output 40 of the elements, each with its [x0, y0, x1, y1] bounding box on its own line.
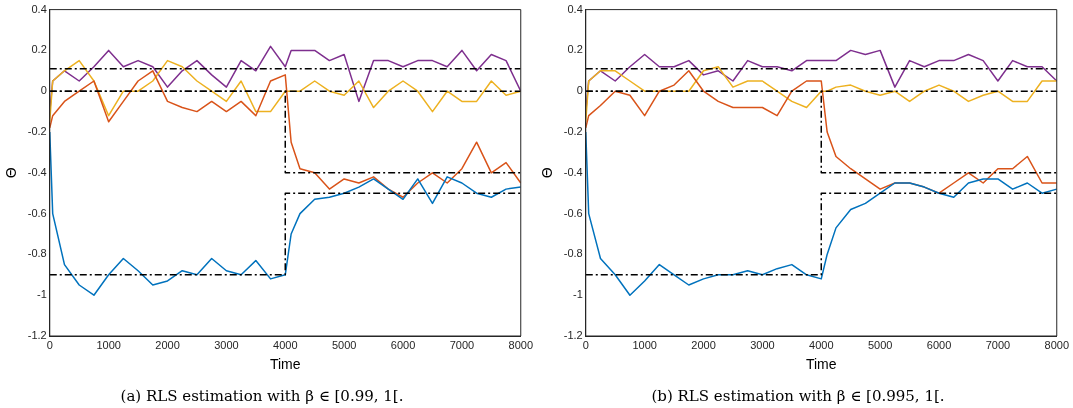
y-tick-label: -0.2	[27, 125, 47, 138]
x-tick-label: 2000	[155, 338, 180, 351]
x-tick-label: 1000	[96, 338, 121, 351]
y-tick-label: -0.4	[27, 165, 47, 178]
y-tick-label: 0	[40, 84, 47, 97]
x-tick-label: 3000	[750, 338, 775, 351]
x-tick-label: 8000	[1044, 338, 1070, 351]
x-tick-label: 8000	[508, 338, 534, 351]
x-tick-label: 2000	[691, 338, 716, 351]
y-tick-label: 0.2	[567, 43, 583, 56]
x-tick-label: 7000	[985, 338, 1011, 351]
y-tick-label: -0.6	[563, 206, 583, 219]
y-tick-label: -0.4	[563, 165, 583, 178]
x-tick-label: 6000	[926, 338, 952, 351]
x-tick-label: 5000	[331, 338, 357, 351]
y-tick-label: 0.2	[31, 43, 47, 56]
x-axis-title: Time	[805, 356, 837, 373]
x-tick-label: 4000	[273, 338, 298, 351]
y-tick-label: -0.2	[563, 125, 583, 138]
y-tick-label: -0.8	[563, 247, 583, 260]
y-tick-label: -1.2	[27, 329, 47, 342]
y-tick-label: 0.4	[567, 2, 583, 15]
x-axis-title: Time	[269, 356, 301, 373]
text: (b) RLS estimation with β ∈ [0.995, 1[.	[651, 386, 945, 405]
y-tick-label: -0.6	[27, 206, 47, 219]
text: (a) RLS estimation with β ∈ [0.99, 1[.	[120, 386, 404, 405]
y-tick-label: 0.4	[31, 2, 47, 15]
y-axis-title: Θ	[3, 167, 20, 179]
y-tick-label: -0.8	[27, 247, 47, 260]
y-tick-label: 0	[576, 84, 583, 97]
x-tick-label: 7000	[449, 338, 475, 351]
y-tick-label: -1	[572, 288, 583, 301]
x-tick-label: 3000	[214, 338, 239, 351]
y-axis-title: Θ	[539, 167, 556, 179]
x-tick-label: 4000	[809, 338, 834, 351]
x-tick-label: 1000	[632, 338, 657, 351]
y-tick-label: -1	[36, 288, 47, 301]
y-tick-label: -1.2	[563, 329, 583, 342]
x-tick-label: 6000	[390, 338, 416, 351]
x-tick-label: 5000	[867, 338, 893, 351]
